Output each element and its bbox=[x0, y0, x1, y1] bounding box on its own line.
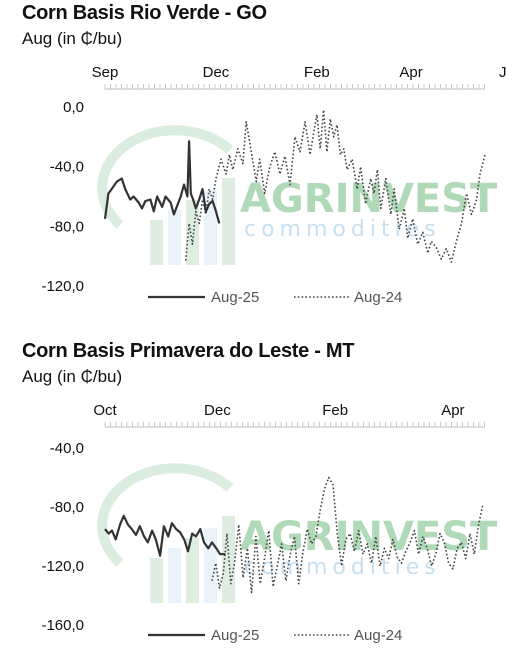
series-line-aug-25 bbox=[104, 514, 226, 557]
y-tick-label: -80,0 bbox=[50, 499, 84, 516]
y-tick-label: 0,0 bbox=[63, 99, 84, 116]
watermark-brand: AGRINVEST bbox=[240, 176, 498, 222]
y-tick-label: -160,0 bbox=[41, 617, 84, 634]
watermark-brand: AGRINVEST bbox=[240, 514, 498, 560]
x-tick-label: Oct bbox=[93, 402, 117, 419]
y-tick-label: -80,0 bbox=[50, 218, 84, 235]
watermark-subtitle: commodities bbox=[244, 555, 441, 580]
y-tick-label: -40,0 bbox=[50, 159, 84, 176]
legend-label: Aug-25 bbox=[211, 289, 259, 306]
legend-label: Aug-25 bbox=[211, 627, 259, 644]
chart-panel-primavera-do-leste: Corn Basis Primavera do Leste - MT Aug (… bbox=[0, 338, 506, 649]
x-tick-label: Apr bbox=[441, 402, 464, 419]
watermark-logo bbox=[97, 125, 235, 265]
chart-subtitle: Aug (in ₵/bu) bbox=[22, 367, 123, 386]
chart-title: Corn Basis Primavera do Leste - MT bbox=[22, 340, 355, 362]
x-tick-label: Dec bbox=[203, 64, 230, 81]
chart-title: Corn Basis Rio Verde - GO bbox=[22, 2, 267, 24]
y-tick-label: -120,0 bbox=[41, 558, 84, 575]
chart-subtitle: Aug (in ₵/bu) bbox=[22, 29, 123, 48]
y-tick-label: -120,0 bbox=[41, 278, 84, 295]
x-tick-label: Feb bbox=[304, 64, 330, 81]
series-line-aug-25 bbox=[103, 140, 221, 224]
chart-panel-rio-verde: Corn Basis Rio Verde - GO Aug (in ₵/bu) … bbox=[22, 2, 506, 306]
series-line-aug-24 bbox=[211, 476, 484, 594]
legend-label: Aug-24 bbox=[354, 627, 402, 644]
x-tick-label: Sep bbox=[92, 64, 119, 81]
x-tick-label: Apr bbox=[399, 64, 422, 81]
watermark-logo bbox=[97, 463, 235, 603]
x-tick-label: Jul bbox=[499, 64, 506, 81]
x-tick-label: Feb bbox=[322, 402, 348, 419]
legend-label: Aug-24 bbox=[354, 289, 402, 306]
y-tick-label: -40,0 bbox=[50, 440, 84, 457]
watermark-subtitle: commodities bbox=[244, 217, 441, 242]
x-tick-label: Dec bbox=[204, 402, 231, 419]
